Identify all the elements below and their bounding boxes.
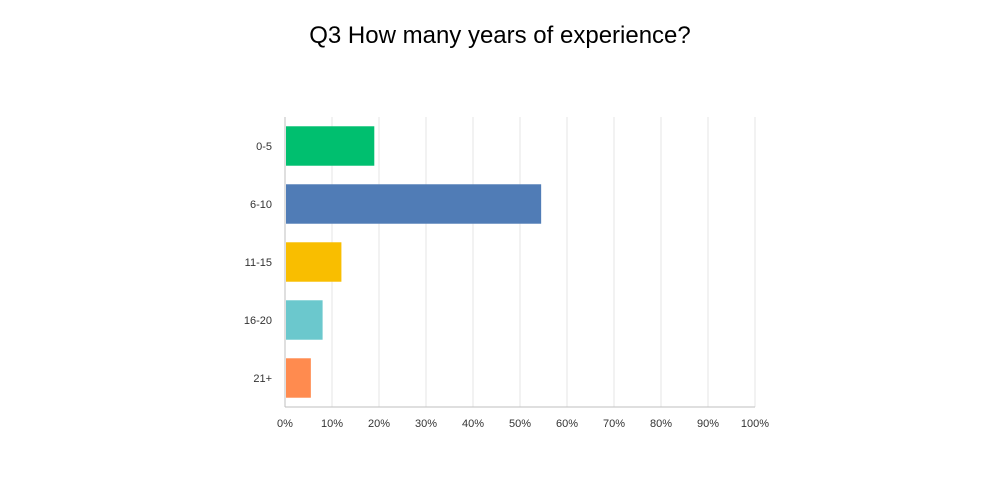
x-tick-label: 70% bbox=[603, 418, 625, 430]
bar-21+[interactable] bbox=[286, 358, 311, 398]
category-label: 11-15 bbox=[245, 257, 272, 269]
category-label: 0-5 bbox=[256, 141, 272, 153]
category-label: 21+ bbox=[253, 373, 272, 385]
x-tick-label: 100% bbox=[741, 418, 769, 430]
bar-11-15[interactable] bbox=[286, 242, 342, 282]
x-tick-label: 20% bbox=[368, 418, 390, 430]
x-tick-label: 80% bbox=[650, 418, 672, 430]
x-tick-label: 30% bbox=[415, 418, 437, 430]
chart-title: Q3 How many years of experience? bbox=[309, 22, 691, 49]
category-label: 16-20 bbox=[244, 315, 272, 327]
bar-16-20[interactable] bbox=[286, 300, 323, 340]
bar-6-10[interactable] bbox=[286, 184, 542, 224]
x-tick-label: 60% bbox=[556, 418, 578, 430]
bars bbox=[286, 126, 542, 398]
x-tick-labels: 0% 10% 20% 30% 40% 50% 60% 70% 80% 90% 100% bbox=[277, 418, 769, 430]
x-tick-label: 10% bbox=[321, 418, 343, 430]
x-tick-label: 90% bbox=[697, 418, 719, 430]
bar-0-5[interactable] bbox=[286, 126, 375, 166]
gridlines bbox=[331, 117, 756, 407]
x-tick-label: 40% bbox=[462, 418, 484, 430]
x-tick-label: 50% bbox=[509, 418, 531, 430]
category-label: 6-10 bbox=[250, 199, 272, 211]
category-labels: 0-5 6-10 11-15 16-20 21+ bbox=[244, 141, 272, 385]
x-tick-label: 0% bbox=[277, 418, 293, 430]
